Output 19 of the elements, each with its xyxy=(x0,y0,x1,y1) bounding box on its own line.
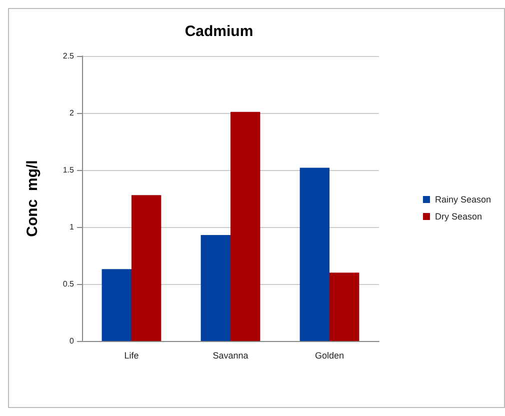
x-tick-label: Life xyxy=(124,350,139,360)
bar xyxy=(230,112,260,341)
legend-label: Rainy Season xyxy=(434,194,492,204)
x-tick-label: Golden xyxy=(314,350,344,360)
y-tick-label: 0 xyxy=(70,336,75,346)
bar xyxy=(132,195,162,341)
y-tick-label: 1 xyxy=(70,222,75,232)
legend-label: Dry Season xyxy=(434,212,482,222)
y-tick-label: 2.5 xyxy=(62,52,75,60)
bar xyxy=(200,234,230,341)
bar xyxy=(300,168,330,341)
y-tick-label: 1.5 xyxy=(62,166,75,174)
x-tick-label: Savanna xyxy=(212,350,248,360)
y-tick-label: 2 xyxy=(70,108,75,118)
y-axis-title: Conc mg/l xyxy=(24,160,41,237)
chart-title: Cadmium xyxy=(184,23,254,40)
bar xyxy=(330,272,360,341)
y-tick-label: 0.5 xyxy=(62,280,75,288)
bar xyxy=(102,269,132,341)
